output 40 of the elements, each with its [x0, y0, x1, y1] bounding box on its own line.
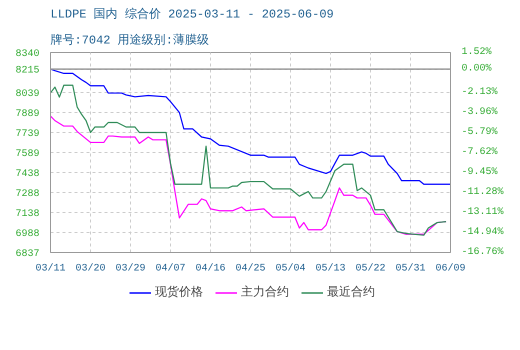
y-tick-label: 7138	[15, 208, 40, 220]
y-tick-label: 7438	[15, 169, 40, 180]
y2-tick-label: -2.13%	[462, 86, 498, 98]
y-tick-label: 8039	[15, 89, 40, 100]
y2-tick-label: -5.79%	[462, 126, 498, 138]
y2-tick-label: -11.28%	[462, 187, 504, 198]
y2-tick-label: 1.52%	[462, 47, 492, 58]
x-tick-label: 04/07	[156, 262, 186, 274]
y-tick-label: 8215	[15, 66, 40, 77]
x-tick-label: 05/22	[356, 262, 386, 274]
legend-label: 主力合约	[241, 284, 289, 300]
legend-label: 最近合约	[327, 284, 375, 300]
x-tick-label: 03/20	[76, 262, 106, 274]
x-tick-label: 05/13	[316, 262, 346, 274]
x-tick-label: 03/11	[36, 262, 66, 274]
y2-tick-label: -7.62%	[462, 147, 498, 158]
y-tick-label: 6988	[15, 228, 40, 240]
y2-tick-label: 0.00%	[462, 64, 492, 75]
legend-label: 现货价格	[155, 284, 203, 300]
y-tick-label: 7889	[15, 109, 40, 120]
chart-subtitle: 牌号:7042 用途级别:薄膜级	[50, 34, 209, 48]
x-tick-label: 06/09	[436, 262, 466, 274]
y2-tick-label: -13.11%	[462, 207, 504, 218]
x-tick-label: 05/31	[396, 262, 426, 274]
y2-tick-label: -9.45%	[462, 167, 498, 178]
line-series	[50, 84, 447, 236]
y-tick-label: 6837	[15, 249, 40, 260]
y-tick-label: 7589	[15, 148, 40, 160]
y-tick-label: 8340	[15, 49, 40, 60]
y2-tick-label: -3.96%	[462, 106, 498, 118]
y2-tick-label: -16.76%	[462, 247, 504, 258]
y-tick-label: 7288	[15, 188, 40, 200]
x-tick-label: 04/25	[236, 262, 266, 274]
line-series	[50, 68, 450, 185]
chart-title: LLDPE 国内 综合价 2025-03-11 - 2025-06-09	[50, 6, 334, 22]
x-tick-label: 03/29	[116, 262, 146, 274]
x-tick-label: 04/16	[196, 262, 226, 274]
y-tick-label: 7739	[15, 128, 40, 140]
x-tick-label: 05/04	[276, 262, 306, 274]
y2-tick-label: -14.94%	[462, 227, 504, 238]
